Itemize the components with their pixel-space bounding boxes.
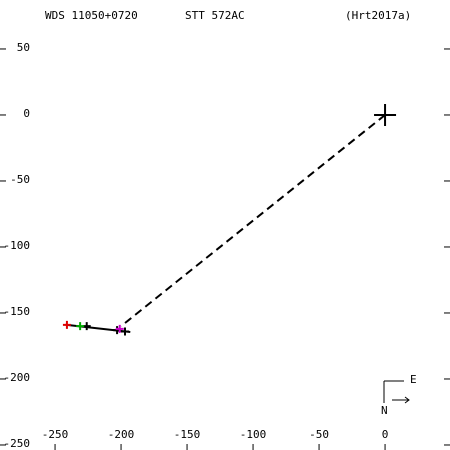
compass-north: N [381, 404, 388, 417]
chart-subtitle: STT 572AC [185, 9, 245, 22]
x-tick-label: -150 [174, 428, 201, 441]
x-tick-label: -200 [108, 428, 135, 441]
point [76, 322, 85, 331]
chart-title: WDS 11050+0720 [45, 9, 138, 22]
y-tick-label: -150 [4, 305, 31, 318]
point [374, 103, 397, 126]
x-tick-label: 0 [382, 428, 389, 441]
x-tick-label: -250 [42, 428, 69, 441]
compass: N E [381, 373, 417, 417]
point [62, 320, 71, 329]
y-tick-label: -100 [4, 239, 31, 252]
dashed-line [120, 114, 386, 327]
y-tick-label: -200 [4, 371, 31, 384]
y-tick-label: -250 [4, 437, 31, 450]
compass-arrow [404, 396, 410, 404]
y-tick-label: -50 [10, 173, 30, 186]
point [115, 324, 124, 333]
x-tick-label: -50 [309, 428, 329, 441]
compass-east: E [410, 373, 417, 386]
y-tick-label: 50 [17, 41, 30, 54]
point [121, 327, 130, 336]
y-tick-label: 0 [23, 107, 30, 120]
reference: (Hrt2017a) [345, 9, 411, 22]
x-tick-label: -100 [240, 428, 267, 441]
